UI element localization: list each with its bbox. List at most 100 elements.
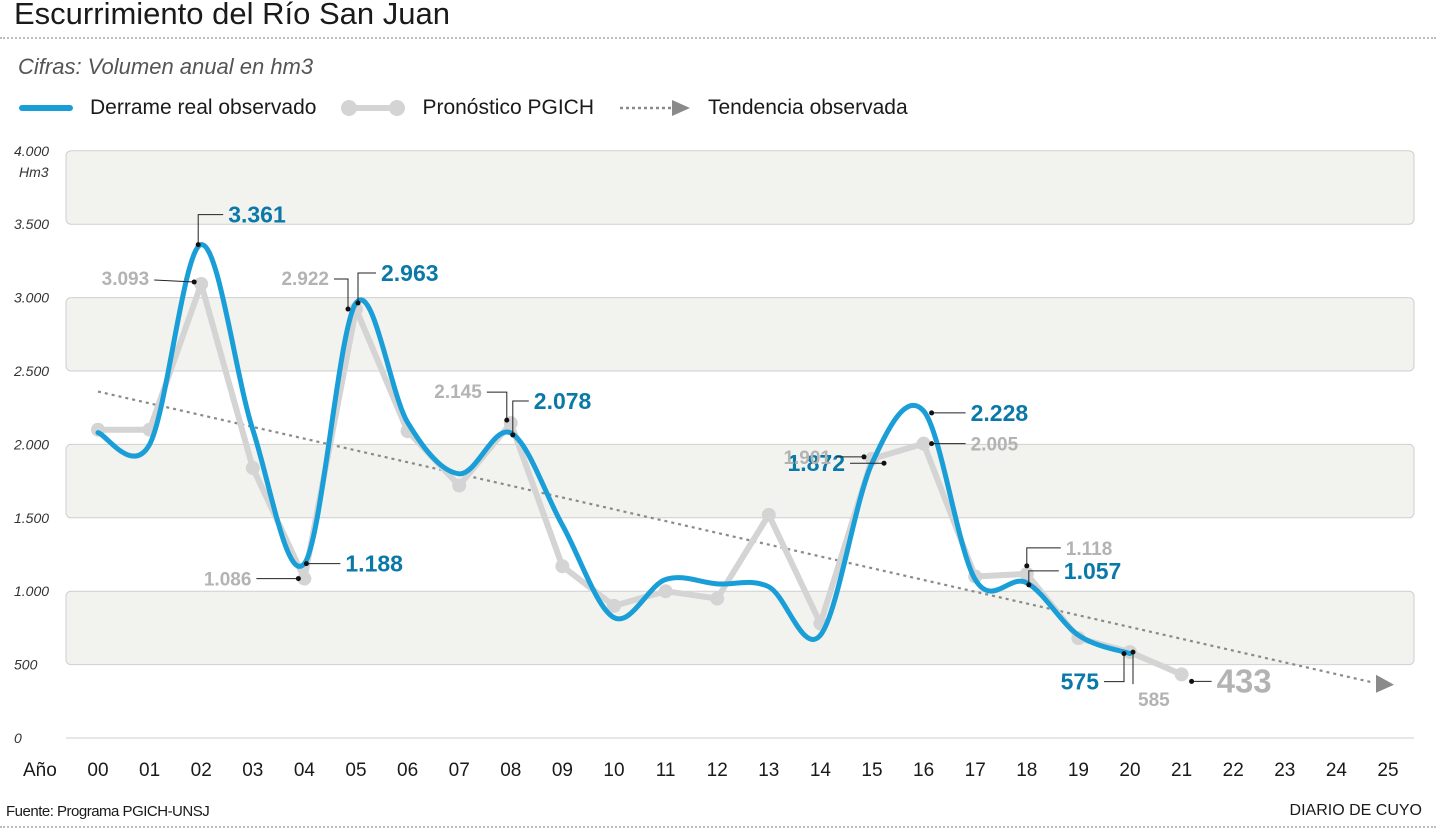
data-label: 2.145 (434, 382, 482, 403)
forecast-point (555, 559, 570, 574)
annotation-dot (504, 417, 510, 423)
data-label: 2.005 (971, 435, 1019, 456)
x-tick-label: 03 (242, 760, 263, 781)
x-tick-label: 11 (656, 760, 676, 781)
legend-forecast-line-icon (341, 100, 406, 116)
annotation-leader (1104, 653, 1125, 683)
legend-label-trend: Tendencia observada (708, 96, 908, 119)
data-label: 1.086 (204, 570, 252, 591)
data-label: 2.963 (381, 260, 439, 286)
y-axis-unit-label: Hm3 (19, 164, 49, 180)
x-tick-label: 12 (707, 760, 728, 781)
forecast-point (452, 478, 467, 493)
annotation-leader (512, 400, 529, 435)
observed-series-line (95, 242, 1133, 657)
forecast-point (1174, 667, 1189, 682)
x-tick-label: 24 (1326, 760, 1348, 781)
forecast-point (916, 436, 931, 451)
data-label: 1.188 (345, 551, 403, 577)
y-tick-label: 3.000 (14, 290, 49, 306)
data-label: 1.872 (787, 450, 845, 476)
annotation-dot (510, 432, 516, 438)
data-label: 3.361 (228, 202, 286, 228)
forecast-point (607, 598, 621, 613)
forecast-point (245, 460, 260, 475)
forecast-point (710, 591, 725, 606)
legend-item-observed: Derrame real observado (18, 96, 316, 120)
chart-subtitle: Cifras: Volumen anual en hm3 (18, 54, 314, 79)
legend-item-forecast: Pronóstico PGICH (340, 96, 594, 120)
data-label: 2.078 (534, 388, 592, 414)
annotation-dot (929, 410, 935, 416)
annotation-dot (1026, 582, 1032, 588)
x-tick-label: 13 (758, 760, 779, 781)
annotation-leader (154, 279, 195, 283)
annotation-leader (486, 391, 508, 421)
x-tick-label: 18 (1016, 760, 1037, 781)
y-tick-label: 1.500 (14, 510, 49, 526)
data-label: 575 (1061, 669, 1100, 695)
annotation-dot (861, 454, 867, 460)
forecast-point (194, 276, 209, 291)
data-label: 433 (1217, 662, 1272, 699)
x-tick-label: 01 (139, 760, 160, 781)
x-tick-label: 19 (1068, 760, 1089, 781)
x-tick-label: 16 (913, 760, 934, 781)
x-tick-label: 07 (449, 760, 470, 781)
y-tick-label: 2.000 (13, 436, 49, 452)
annotation-dot (195, 242, 201, 248)
line-chart: 05001.0001.5002.0002.5003.0003.5004.000H… (13, 143, 1415, 781)
annotation-dot (295, 576, 301, 582)
data-label: 3.093 (102, 269, 150, 290)
y-tick-label: 0 (14, 730, 22, 746)
x-tick-label: 06 (397, 760, 418, 781)
annotation-dot (929, 441, 935, 447)
annotation-leader (1028, 570, 1059, 585)
annotation-leader (334, 278, 349, 310)
x-tick-label: 20 (1119, 760, 1140, 781)
grid-band (65, 590, 1415, 666)
annotation-leader (197, 214, 224, 245)
legend: Derrame real observado Pronóstico PGICH … (18, 92, 932, 124)
annotation-dot (355, 300, 361, 306)
data-label: 1.901 (783, 448, 831, 469)
x-tick-label: 17 (965, 760, 986, 781)
x-tick-label: 25 (1377, 760, 1398, 781)
data-label: 585 (1138, 690, 1170, 711)
chart-title: Escurrimiento del Río San Juan (14, 0, 450, 31)
legend-label-observed: Derrame real observado (90, 96, 317, 119)
x-tick-label: 10 (603, 760, 624, 781)
grid-band (65, 443, 1415, 519)
annotation-dot (191, 279, 197, 285)
annotation-dot (1130, 649, 1136, 655)
forecast-point (761, 507, 776, 522)
x-tick-label: 02 (191, 760, 212, 781)
x-tick-label: 15 (861, 760, 882, 781)
annotation-dot (345, 306, 351, 312)
grid-band (65, 297, 1415, 372)
annotation-dot (1024, 563, 1030, 569)
data-label: 2.922 (281, 269, 329, 290)
trend-line (97, 390, 1375, 684)
top-dotted-divider (0, 37, 1436, 39)
annotation-dot (303, 561, 309, 567)
x-tick-label: 23 (1274, 760, 1295, 781)
annotation-dot (1121, 651, 1127, 657)
forecast-point (297, 571, 312, 586)
publisher-credit: DIARIO DE CUYO (1289, 802, 1422, 819)
y-tick-label: 500 (14, 657, 38, 673)
x-tick-label: 09 (552, 760, 573, 781)
annotation-leader (357, 272, 376, 304)
x-tick-label: 04 (294, 760, 316, 781)
x-tick-label: 00 (87, 760, 108, 781)
grid-band (65, 150, 1415, 225)
x-tick-label: 21 (1171, 760, 1192, 781)
trend-arrowhead (1376, 674, 1394, 693)
x-tick-label: 22 (1223, 760, 1244, 781)
x-tick-label: 05 (345, 760, 366, 781)
y-tick-label: 2.500 (13, 363, 49, 379)
annotation-dot (1189, 678, 1195, 684)
annotation-leader (1026, 547, 1061, 566)
legend-label-forecast: Pronóstico PGICH (422, 96, 594, 119)
y-tick-label: 4.000 (14, 143, 49, 159)
